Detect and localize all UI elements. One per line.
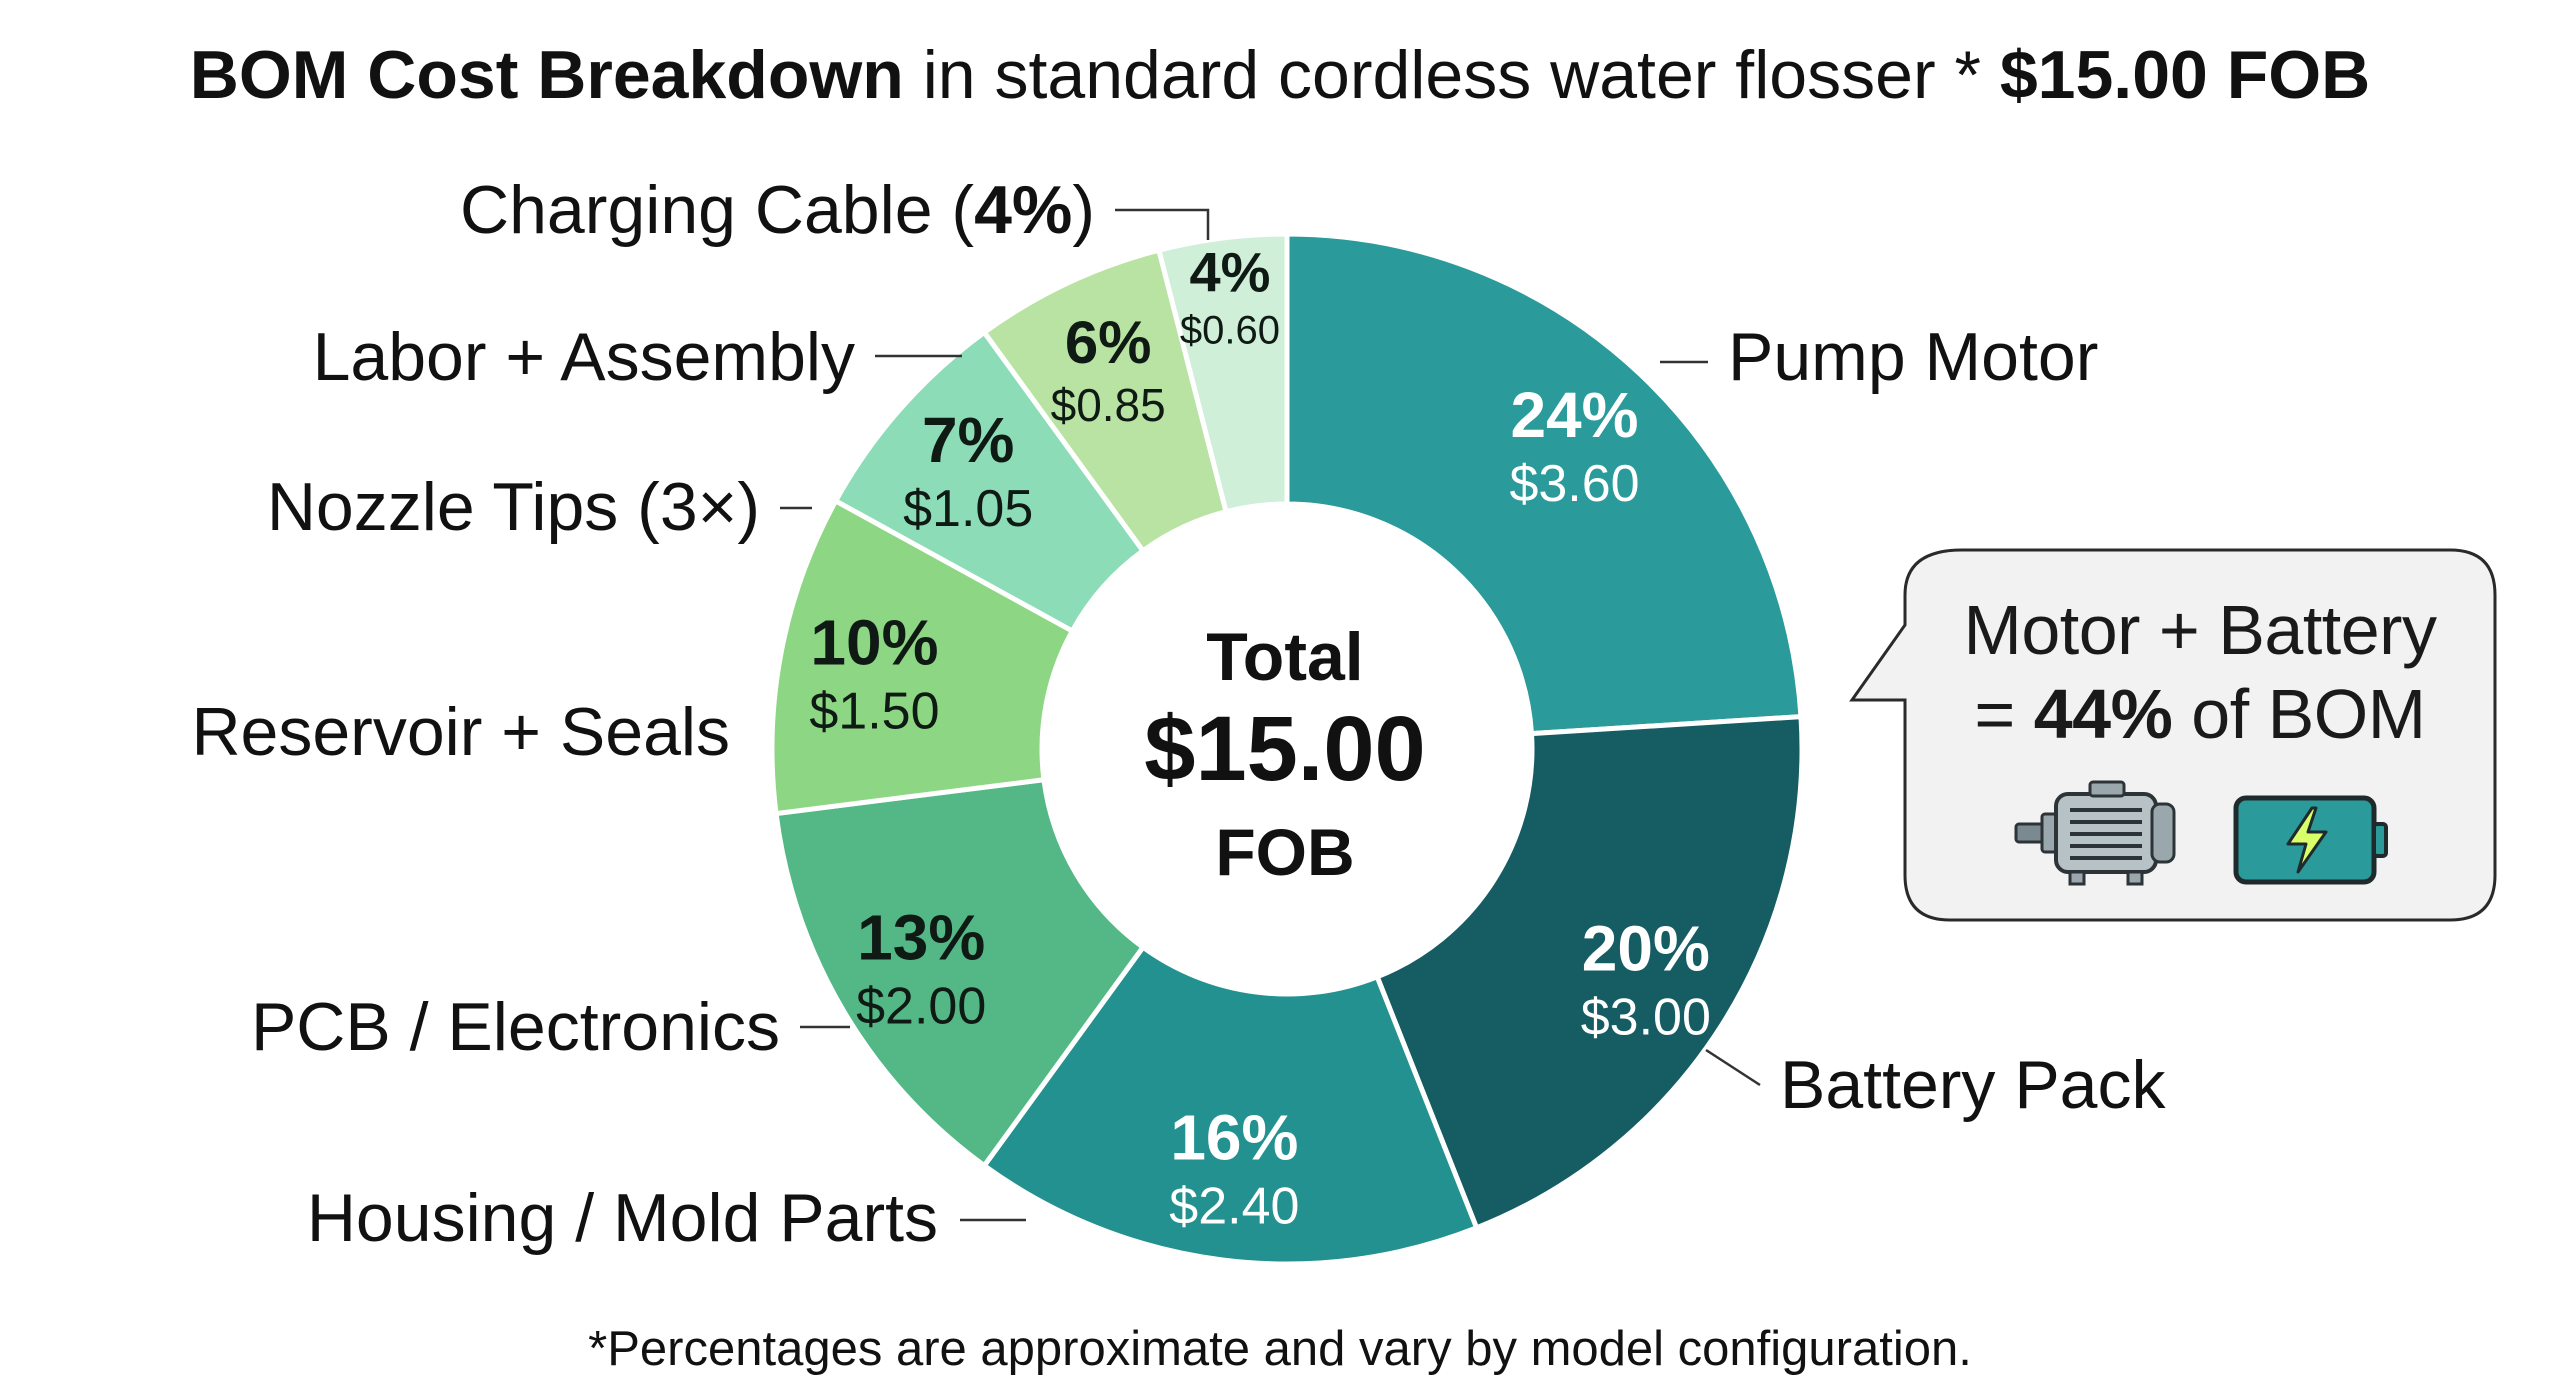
donut-slices	[769, 231, 1805, 1267]
category-label-pcb-electronics: PCB / Electronics	[251, 989, 780, 1065]
motor-icon	[2014, 780, 2176, 886]
callout-line1: Motor + Battery	[1963, 591, 2437, 669]
slice-value-label: $1.05	[903, 480, 1033, 538]
callout-text: Motor + Battery = 44% of BOM	[1905, 588, 2495, 756]
category-label-nozzle-tips-3: Nozzle Tips (3×)	[267, 469, 760, 545]
chart-title: BOM Cost Breakdown in standard cordless …	[190, 37, 2371, 113]
leader-lines	[780, 208, 1761, 1222]
category-label-battery-pack: Battery Pack	[1780, 1047, 2166, 1123]
slice-percent-label: 16%	[1170, 1102, 1298, 1174]
slice-charging-cable	[1155, 231, 1290, 515]
slice-percent-label: 7%	[922, 404, 1015, 476]
slice-percent-label: 10%	[810, 606, 938, 678]
donut-center: Total $15.00 FOB	[1144, 619, 1425, 889]
slice-labels: 24%$3.60 Pump Motor 20%$3.00 Battery Pack 16…	[191, 172, 2166, 1256]
center-total-label: Total	[1206, 619, 1363, 695]
donut-hole	[1044, 506, 1530, 992]
slice-pcb-electronics	[773, 776, 1147, 1170]
slice-percent-label: 6%	[1065, 309, 1152, 376]
battery-icon	[2233, 795, 2388, 885]
slice-value-label: $2.40	[1169, 1178, 1299, 1236]
center-total-value: $15.00	[1144, 698, 1425, 800]
footnote: *Percentages are approximate and vary by…	[588, 1322, 1972, 1376]
leader-line	[1705, 1048, 1761, 1087]
slice-value-label: $0.60	[1180, 309, 1280, 353]
slice-percent-label: 13%	[857, 901, 985, 973]
category-label-charging-cable: Charging Cable (4%)	[460, 172, 1095, 248]
slice-value-label: $1.50	[809, 682, 939, 740]
category-label-housing-mold-parts: Housing / Mold Parts	[307, 1180, 938, 1256]
slice-value-label: $3.60	[1509, 455, 1639, 513]
slice-value-label: $2.00	[856, 977, 986, 1035]
category-label-pump-motor: Pump Motor	[1728, 319, 2098, 395]
callout-line2: = 44% of BOM	[1974, 675, 2426, 753]
slice-battery-pack	[1373, 714, 1805, 1232]
slice-percent-label: 20%	[1582, 913, 1710, 985]
slice-value-label: $0.85	[1051, 379, 1166, 431]
category-label-reservoir-seals: Reservoir + Seals	[191, 694, 730, 770]
slice-percent-label: 4%	[1190, 241, 1271, 304]
slice-percent-label: 24%	[1510, 379, 1638, 451]
leader-line	[1115, 208, 1210, 240]
slice-value-label: $3.00	[1581, 989, 1711, 1047]
center-total-suffix: FOB	[1215, 815, 1354, 889]
slice-housing-mold-parts	[980, 943, 1480, 1267]
slice-reservoir-seals	[769, 497, 1076, 817]
category-label-labor-assembly: Labor + Assembly	[313, 319, 855, 395]
slice-pump-motor	[1284, 231, 1804, 737]
